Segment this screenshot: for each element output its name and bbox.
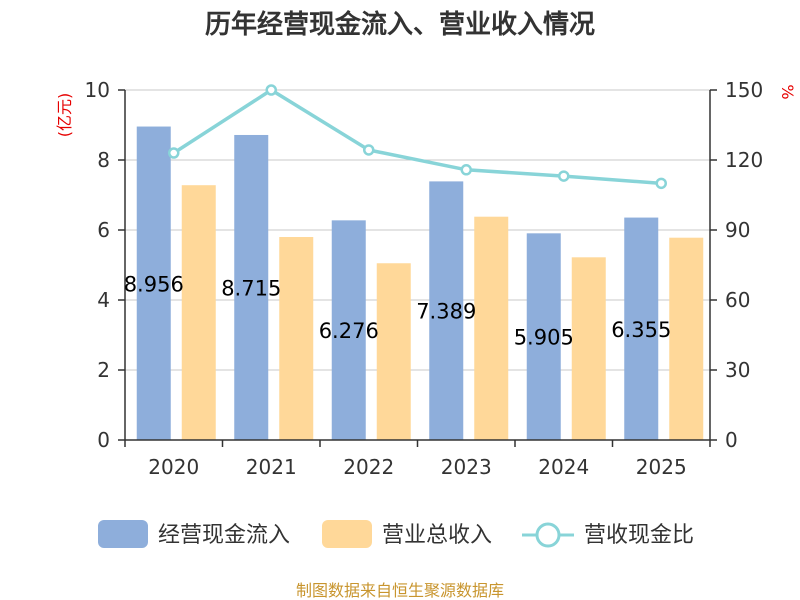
y-right-tick-label: 120	[725, 148, 763, 172]
data-labels: 8.956 8.715 6.276 7.389 5.905 6.355	[124, 272, 672, 349]
grid-lines	[125, 89, 710, 371]
bar-revenue	[571, 257, 606, 440]
x-tick-label: 2020	[148, 455, 199, 479]
y-right-unit: %	[778, 84, 797, 99]
bar-cash-inflow	[136, 126, 171, 440]
y-left-tick-label: 8	[97, 148, 110, 172]
line-series	[168, 84, 667, 190]
bar-cash-inflow	[526, 233, 561, 440]
legend: 经营现金流入 营业总收入 营收现金比	[98, 520, 694, 548]
legend-swatch-cash-inflow	[98, 520, 148, 548]
bars	[136, 126, 704, 440]
y-right-tick-label: 90	[725, 218, 750, 242]
y-left-tick-label: 6	[97, 218, 110, 242]
bar-revenue	[181, 185, 216, 440]
x-tick-label: 2024	[538, 455, 589, 479]
data-label-cash-inflow: 5.905	[514, 326, 574, 350]
x-tick-label: 2025	[636, 455, 687, 479]
point-ratio	[558, 170, 570, 182]
legend-label-revenue: 营业总收入	[382, 523, 492, 548]
legend-label-ratio: 营收现金比	[584, 523, 694, 548]
bar-cash-inflow	[234, 134, 269, 440]
data-label-cash-inflow: 8.956	[124, 272, 184, 296]
bar-revenue	[279, 237, 314, 440]
line-ratio	[172, 87, 662, 186]
x-tick-label: 2023	[441, 455, 492, 479]
bar-revenue	[376, 263, 411, 440]
bar-revenue	[669, 237, 704, 440]
x-tick-label: 2022	[343, 455, 394, 479]
y-left-unit: (亿元)	[55, 93, 74, 138]
axes: 0 2 4 6 8 10 0 30 60 90 120 150 2020 2021 2022 2023 2024…	[85, 78, 764, 479]
legend-label-cash-inflow: 经营现金流入	[158, 523, 290, 548]
y-left-tick-label: 2	[97, 358, 110, 382]
bar-revenue	[474, 216, 509, 440]
point-ratio	[363, 144, 375, 156]
y-left-tick-label: 0	[97, 428, 110, 452]
data-label-cash-inflow: 6.355	[611, 318, 671, 342]
data-label-cash-inflow: 8.715	[221, 276, 281, 300]
point-ratio	[168, 147, 180, 159]
legend-swatch-revenue	[322, 520, 372, 548]
y-right-tick-label: 150	[725, 78, 763, 102]
y-left-tick-label: 4	[97, 288, 110, 312]
chart-title: 历年经营现金流入、营业收入情况	[205, 9, 595, 40]
point-ratio	[460, 164, 472, 176]
x-tick-label: 2021	[246, 455, 297, 479]
y-right-tick-label: 0	[725, 428, 738, 452]
source-note: 制图数据来自恒生聚源数据库	[296, 581, 504, 600]
data-label-cash-inflow: 7.389	[416, 300, 476, 324]
y-right-tick-label: 60	[725, 288, 750, 312]
bar-cash-inflow	[429, 181, 464, 440]
bar-cash-inflow	[624, 217, 659, 440]
y-left-tick-label: 10	[85, 78, 110, 102]
legend-marker-ratio	[535, 522, 561, 548]
point-ratio	[655, 177, 667, 190]
data-label-cash-inflow: 6.276	[319, 319, 379, 343]
point-ratio	[265, 84, 277, 96]
y-right-tick-label: 30	[725, 358, 750, 382]
bar-cash-inflow	[331, 220, 366, 440]
